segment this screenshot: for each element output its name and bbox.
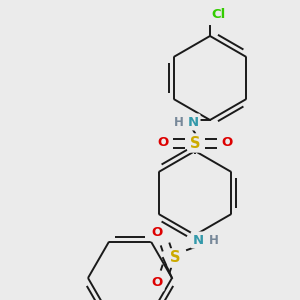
Text: H: H xyxy=(174,116,184,128)
Text: N: N xyxy=(188,116,199,128)
Text: O: O xyxy=(152,277,163,290)
Text: H: H xyxy=(209,233,219,247)
Text: Cl: Cl xyxy=(211,8,225,22)
Text: N: N xyxy=(192,233,204,247)
Text: O: O xyxy=(221,136,233,149)
Text: O: O xyxy=(158,136,169,149)
Text: S: S xyxy=(190,136,200,151)
Text: S: S xyxy=(170,250,180,266)
Text: O: O xyxy=(152,226,163,239)
